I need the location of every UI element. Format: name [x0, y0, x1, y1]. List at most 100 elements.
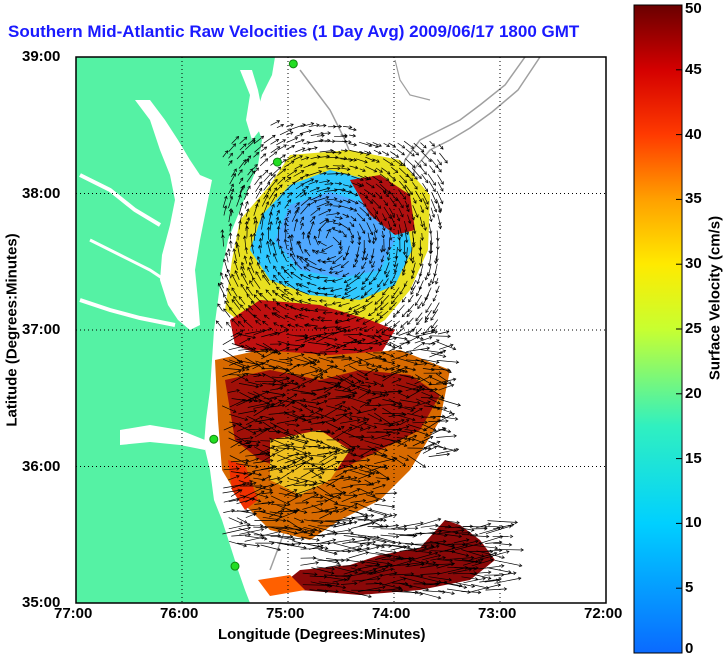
velocity-arrowhead: [238, 296, 243, 300]
velocity-arrow: [355, 502, 373, 511]
velocity-arrowhead: [440, 146, 444, 150]
velocity-arrowhead: [346, 577, 351, 581]
velocity-arrowhead: [429, 394, 434, 398]
velocity-arrowhead: [305, 156, 310, 160]
velocity-arrowhead: [401, 151, 405, 156]
velocity-arrow: [374, 564, 393, 570]
velocity-arrowhead: [289, 362, 293, 366]
velocity-arrowhead: [509, 534, 514, 539]
velocity-arrowhead: [313, 200, 318, 204]
velocity-arrow: [228, 196, 233, 209]
velocity-arrowhead: [280, 381, 285, 385]
velocity-arrowhead: [294, 418, 299, 422]
velocity-arrowhead: [367, 176, 372, 180]
velocity-arrow: [334, 447, 355, 456]
velocity-arrow: [399, 561, 429, 566]
velocity-arrow: [357, 200, 367, 207]
velocity-arrowhead: [352, 133, 357, 138]
velocity-arrow: [245, 453, 268, 457]
velocity-arrowhead: [338, 246, 343, 250]
velocity-arrow: [308, 454, 326, 457]
velocity-arrowhead: [354, 581, 358, 586]
velocity-arrowhead: [367, 538, 371, 542]
velocity-arrowhead: [235, 498, 240, 502]
velocity-arrow: [413, 342, 425, 350]
velocity-arrow: [358, 342, 382, 345]
velocity-arrow: [373, 337, 397, 345]
velocity-arrow: [236, 498, 255, 505]
velocity-arrowhead: [264, 158, 269, 162]
velocity-arrow: [327, 529, 351, 535]
velocity-arrow: [276, 139, 286, 146]
velocity-arrowhead: [390, 182, 394, 187]
velocity-arrowhead: [432, 363, 437, 367]
velocity-arrowhead: [350, 449, 355, 453]
velocity-arrowhead: [432, 188, 436, 193]
velocity-arrow: [228, 359, 250, 368]
velocity-arrow: [335, 270, 344, 275]
velocity-arrowhead: [279, 245, 283, 250]
velocity-arrowhead: [385, 193, 389, 198]
velocity-arrow: [350, 533, 380, 539]
velocity-arrow: [436, 247, 439, 262]
velocity-arrow: [245, 458, 259, 463]
velocity-arrowhead: [334, 319, 339, 323]
colorbar-ticks: [676, 4, 682, 654]
velocity-arrowhead: [247, 266, 251, 271]
velocity-arrowhead: [380, 306, 384, 311]
velocity-arrow: [263, 182, 271, 191]
velocity-arrow: [237, 244, 241, 257]
velocity-arrow: [380, 302, 389, 311]
velocity-arrow: [317, 165, 329, 169]
velocity-arrow: [388, 340, 410, 352]
velocity-arrowhead: [347, 447, 351, 451]
velocity-arrowhead: [250, 243, 255, 248]
velocity-arrowhead: [255, 457, 260, 462]
velocity-arrowhead: [369, 260, 373, 265]
velocity-arrow: [247, 168, 253, 176]
velocity-arrowhead: [415, 214, 419, 218]
velocity-arrowhead: [384, 466, 389, 470]
velocity-arrowhead: [240, 272, 245, 277]
velocity-arrowhead: [379, 392, 384, 396]
velocity-arrow: [423, 220, 426, 231]
velocity-arrowhead: [419, 407, 423, 412]
velocity-arrowhead: [347, 199, 351, 204]
velocity-arrowhead: [372, 567, 377, 572]
velocity-arrow: [263, 172, 272, 182]
velocity-arrowhead: [338, 181, 343, 186]
velocity-arrowhead: [307, 451, 312, 456]
velocity-arrowhead: [263, 536, 268, 541]
velocity-arrow: [229, 413, 248, 421]
velocity-arrowhead: [244, 246, 249, 251]
velocity-arrow: [413, 429, 429, 436]
velocity-arrow: [239, 444, 253, 454]
velocity-arrow: [286, 344, 304, 347]
velocity-arrowhead: [380, 300, 384, 305]
velocity-arrowhead: [293, 393, 298, 397]
velocity-arrowhead: [260, 490, 265, 494]
velocity-arrowhead: [388, 237, 393, 241]
velocity-arrowhead: [439, 350, 444, 355]
velocity-arrow: [415, 398, 437, 409]
velocity-arrowhead: [295, 283, 300, 287]
velocity-arrow: [309, 365, 322, 372]
velocity-arrowhead: [411, 328, 416, 333]
velocity-arrow: [290, 247, 296, 258]
velocity-arrow: [406, 247, 408, 258]
velocity-arrowhead: [266, 226, 271, 230]
velocity-arrow: [311, 471, 325, 479]
velocity-arrowhead: [281, 250, 285, 255]
velocity-arrowhead: [463, 585, 468, 589]
velocity-arrowhead: [335, 349, 339, 354]
velocity-arrowhead: [354, 494, 358, 498]
velocity-arrow: [384, 319, 393, 326]
velocity-arrow: [412, 421, 428, 424]
velocity-arrow: [295, 190, 306, 199]
velocity-arrow: [286, 131, 293, 136]
velocity-arrow: [383, 342, 396, 348]
velocity-arrowhead: [344, 148, 349, 153]
velocity-arrowhead: [249, 255, 254, 260]
velocity-arrow: [359, 326, 368, 331]
velocity-arrowhead: [325, 195, 330, 200]
